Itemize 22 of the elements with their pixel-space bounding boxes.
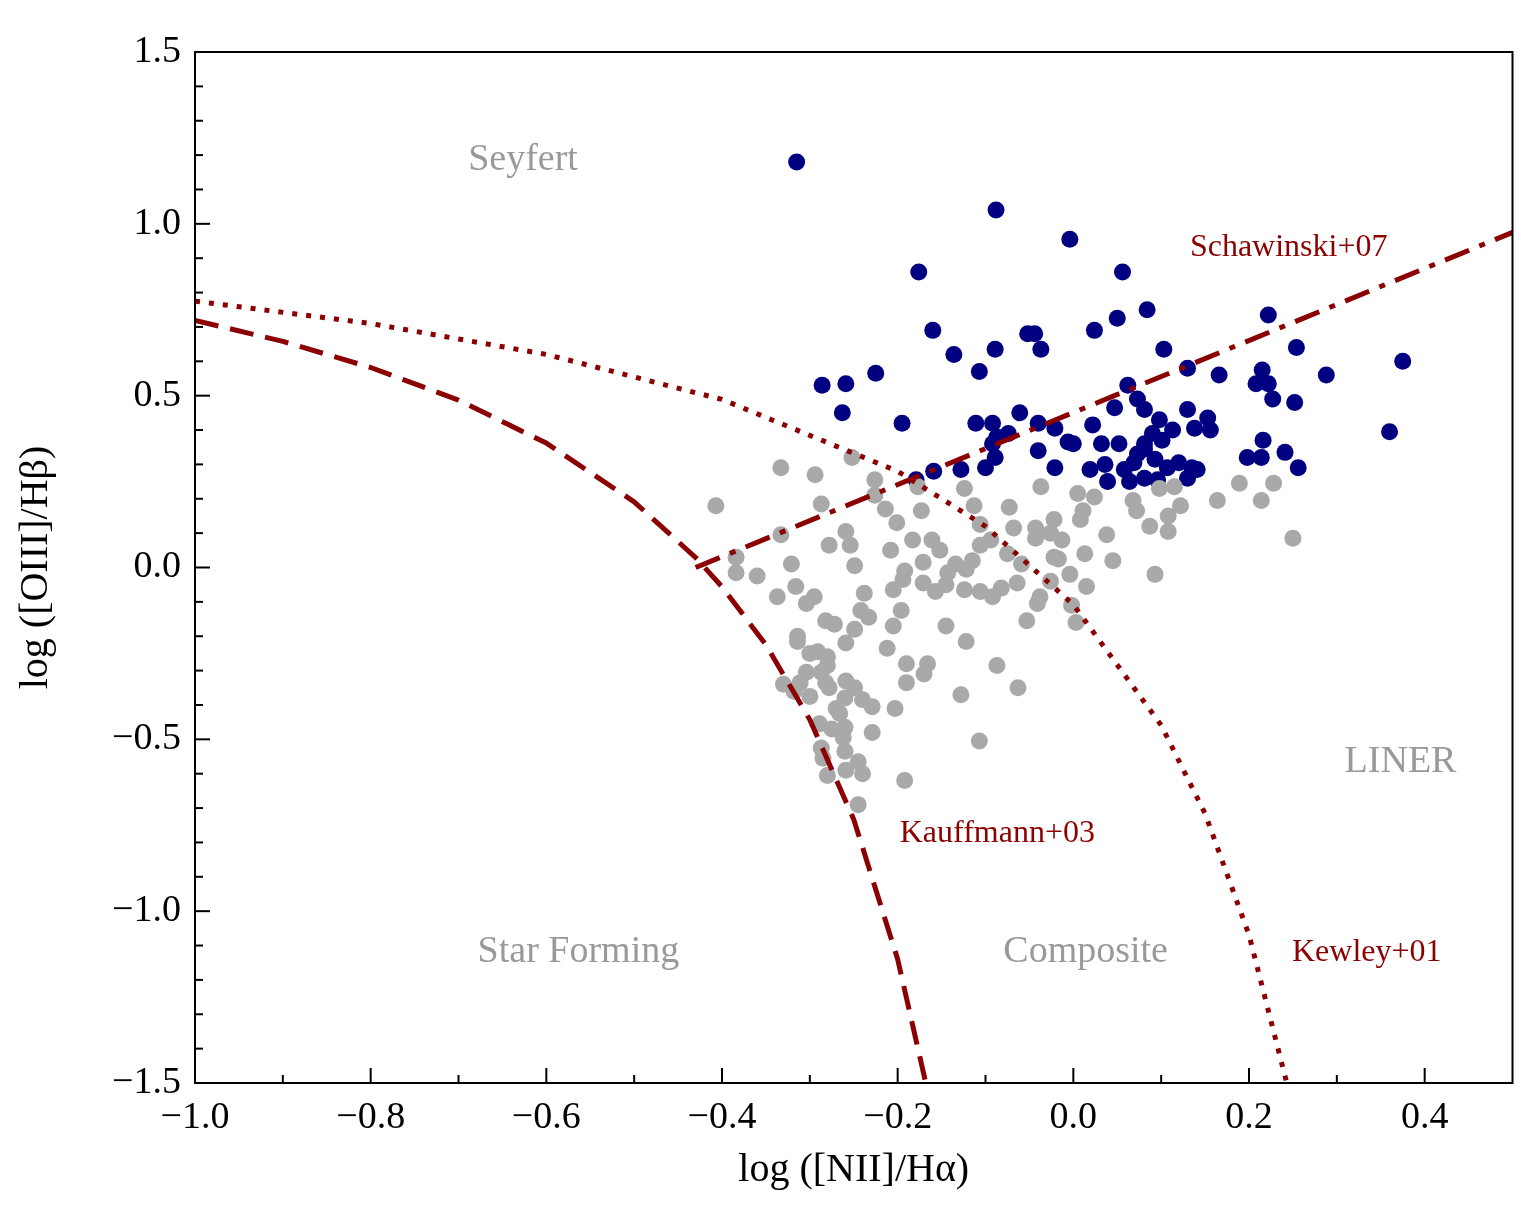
y-axis-title: log ([OIII]/Hβ) bbox=[10, 445, 56, 690]
y-tick-label: 1.5 bbox=[133, 27, 181, 70]
y-tick-label: −1.0 bbox=[112, 887, 181, 930]
annotation: Seyfert bbox=[468, 136, 579, 179]
x-axis-title: log ([NII]/Hα) bbox=[738, 1144, 970, 1190]
annotation: Composite bbox=[1003, 928, 1168, 971]
series-label: Kewley+01 bbox=[1292, 932, 1442, 969]
series-label: Schawinski+07 bbox=[1189, 226, 1388, 263]
x-tick-label: −0.2 bbox=[863, 1093, 933, 1136]
y-tick-label: 1.0 bbox=[133, 199, 181, 242]
x-tick-label: −0.4 bbox=[687, 1093, 757, 1136]
y-tick-label: 0.5 bbox=[133, 371, 181, 414]
y-tick-label: 0.0 bbox=[133, 543, 181, 586]
y-tick-label: −0.5 bbox=[112, 715, 181, 758]
series-label: Kauffmann+03 bbox=[899, 812, 1095, 849]
x-tick-label: 0.4 bbox=[1400, 1093, 1449, 1136]
x-tick-label: 0.2 bbox=[1225, 1093, 1273, 1136]
x-tick-label: 0.0 bbox=[1049, 1093, 1098, 1136]
x-tick-label: −0.6 bbox=[511, 1093, 581, 1136]
annotation: Star Forming bbox=[477, 928, 680, 971]
x-tick-label: −0.8 bbox=[336, 1093, 406, 1136]
annotation: LINER bbox=[1344, 738, 1458, 781]
